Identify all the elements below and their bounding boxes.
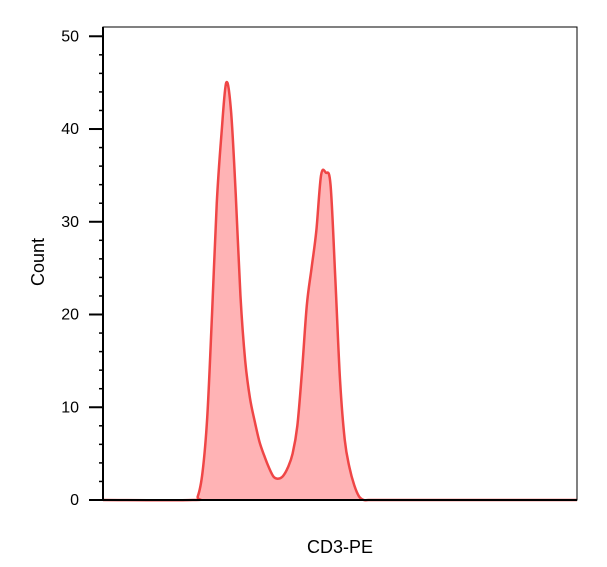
y-tick-label: 20	[61, 307, 79, 324]
plot-area	[102, 80, 577, 502]
y-tick-label: 40	[61, 121, 79, 138]
y-tick-label: 50	[61, 28, 79, 45]
y-tick-label: 0	[70, 492, 79, 509]
y-axis-label: Count	[28, 238, 48, 286]
y-tick-label: 10	[61, 399, 79, 416]
axes: 0 10 20 30 40 50	[61, 26, 578, 509]
x-axis-label: CD3-PE	[307, 537, 373, 557]
histogram-fill	[103, 81, 577, 501]
y-tick-label: 30	[61, 214, 79, 231]
